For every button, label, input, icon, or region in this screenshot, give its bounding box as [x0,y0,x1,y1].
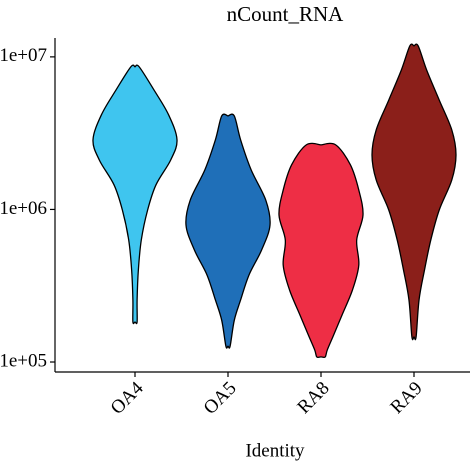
violin [185,113,271,349]
y-tick-label: 1e+05 [0,350,47,371]
y-tick-label: 1e+06 [0,198,47,219]
violin [371,43,457,341]
x-tick-label: RA9 [386,378,426,418]
x-tick-label: OA4 [107,377,148,418]
violin [278,142,364,359]
x-tick-label: OA5 [200,378,241,419]
y-tick-label: 1e+07 [0,45,47,66]
x-axis-label: Identity [245,440,305,461]
violin [92,64,178,325]
chart-title: nCount_RNA [227,2,345,26]
x-tick-label: RA8 [293,378,333,418]
